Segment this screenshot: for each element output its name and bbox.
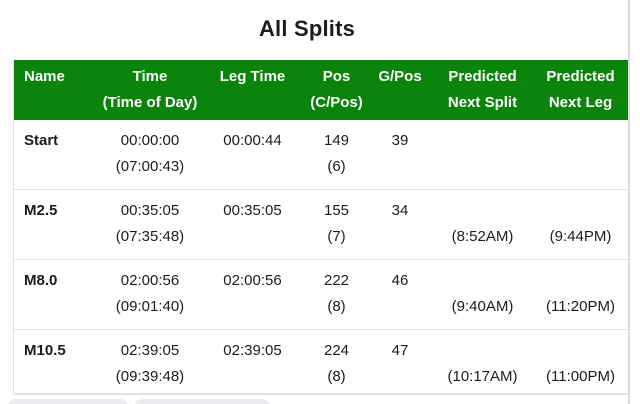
column-header-name: Name xyxy=(24,68,65,85)
cell-time: 00:00:00 (07:00:43) xyxy=(115,132,185,175)
cell-pos: 155 (7) xyxy=(323,202,350,245)
column-header-predicted-next-split: Predicted Next Split xyxy=(447,68,518,111)
cell-pos: 149 (6) xyxy=(323,132,350,175)
cell-predicted-next-leg: (9:44PM) xyxy=(549,228,612,245)
cell-gpos: 39 xyxy=(391,132,409,149)
bottom-sheet-button[interactable] xyxy=(134,399,270,404)
cell-predicted-next-leg: (11:00PM) xyxy=(546,368,615,385)
cell-name: M8.0 xyxy=(24,272,58,289)
column-header-predicted-next-leg: Predicted Next Leg xyxy=(546,68,615,111)
cell-leg-time: 00:00:44 xyxy=(223,132,282,149)
splits-table: Name Time (Time of Day) Leg Time Pos (C/… xyxy=(13,60,628,395)
cell-pos: 224 (8) xyxy=(323,342,350,385)
table-row: M10.5 02:39:05 (09:39:48) 02:39:05 224 (… xyxy=(14,330,628,393)
cell-gpos: 47 xyxy=(391,342,409,359)
column-header-leg-time: Leg Time xyxy=(219,68,286,85)
cell-predicted-next-split: (10:17AM) xyxy=(447,368,518,385)
panel-right-border xyxy=(628,0,630,404)
cell-time: 02:00:56 (09:01:40) xyxy=(115,272,185,315)
cell-gpos: 46 xyxy=(391,272,409,289)
column-header-time: Time (Time of Day) xyxy=(102,68,198,111)
cell-time: 02:39:05 (09:39:48) xyxy=(115,342,185,385)
cell-name: M10.5 xyxy=(24,342,66,359)
cell-leg-time: 02:39:05 xyxy=(223,342,282,359)
cell-name: M2.5 xyxy=(24,202,58,219)
table-row: M2.5 00:35:05 (07:35:48) 00:35:05 155 (7… xyxy=(14,190,628,260)
cell-name: Start xyxy=(24,132,59,149)
cell-leg-time: 02:00:56 xyxy=(223,272,282,289)
column-header-gpos: G/Pos xyxy=(378,68,422,85)
cell-predicted-next-leg xyxy=(533,128,628,180)
cell-pos: 222 (8) xyxy=(323,272,350,315)
cell-predicted-next-leg: (11:20PM) xyxy=(546,298,615,315)
bottom-sheet-button[interactable] xyxy=(8,399,128,404)
table-row: Start 00:00:00 (07:00:43) 00:00:44 149 (… xyxy=(14,120,628,190)
page-title: All Splits xyxy=(258,16,356,41)
cell-time: 00:35:05 (07:35:48) xyxy=(115,202,185,245)
cell-predicted-next-split xyxy=(432,128,533,180)
column-header-pos: Pos (C/Pos) xyxy=(310,68,363,111)
cell-gpos: 34 xyxy=(391,202,409,219)
cell-leg-time: 00:35:05 xyxy=(223,202,282,219)
table-header-row: Name Time (Time of Day) Leg Time Pos (C/… xyxy=(14,60,628,120)
cell-predicted-next-split: (8:52AM) xyxy=(451,228,514,245)
cell-predicted-next-split: (9:40AM) xyxy=(451,298,514,315)
table-row: M8.0 02:00:56 (09:01:40) 02:00:56 222 (8… xyxy=(14,260,628,330)
